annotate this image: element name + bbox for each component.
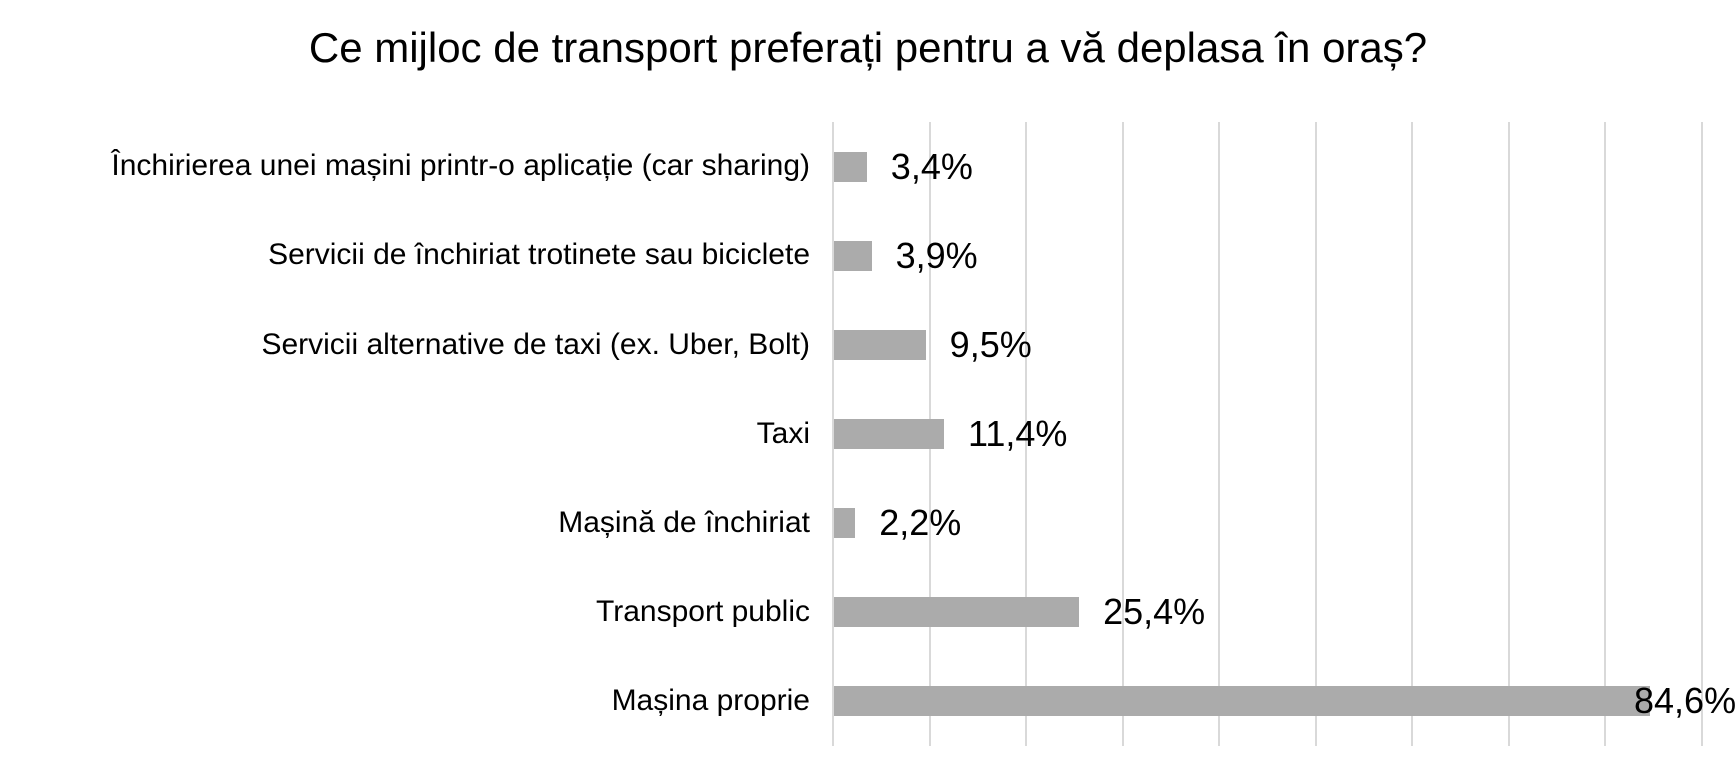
gridline [1604,122,1606,746]
category-label: Mașină de închiriat [558,505,810,539]
category-label: Transport public [596,595,810,629]
category-label: Taxi [756,416,810,450]
category-label: Servicii de închiriat trotinete sau bici… [268,238,810,272]
chart-row: Servicii de închiriat trotinete sau bici… [0,211,1736,300]
category-label: Servicii alternative de taxi (ex. Uber, … [261,327,810,361]
gridline [832,122,834,746]
value-label: 3,4% [890,145,973,187]
value-label: 3,9% [895,234,978,276]
plot-cell: 9,5% [832,300,1736,389]
gridline [1121,122,1124,746]
value-label: 84,6% [1634,680,1736,722]
plot-cell: 3,9% [832,211,1736,300]
bar [834,508,856,539]
chart-row: Închirierea unei mașini printr-o aplicaț… [0,122,1736,211]
chart-row: Taxi 11,4% [0,389,1736,478]
bar [834,329,926,360]
gridline [1411,122,1413,746]
gridline [1218,122,1220,746]
bar [834,686,1651,717]
bar [834,151,867,182]
plot-cell: 3,4% [832,122,1736,211]
plot-cell: 84,6% [832,657,1736,746]
plot-cell: 2,2% [832,479,1736,568]
plot-cell: 11,4% [832,389,1736,478]
category-label: Mașina proprie [611,684,810,718]
gridline [1507,122,1510,746]
bar [834,597,1080,628]
chart-area: Închirierea unei mașini printr-o aplicaț… [0,122,1736,746]
gridline [1314,122,1317,746]
gridline [1700,122,1703,746]
gridline [1025,122,1027,746]
chart-rows: Închirierea unei mașini printr-o aplicaț… [0,122,1736,746]
chart-row: Transport public 25,4% [0,568,1736,657]
value-label: 9,5% [949,323,1032,365]
chart-title: Ce mijloc de transport preferați pentru … [308,24,1428,71]
value-label: 11,4% [968,412,1068,454]
chart-row: Servicii alternative de taxi (ex. Uber, … [0,300,1736,389]
plot-cell: 25,4% [832,568,1736,657]
chart-row: Mașină de închiriat 2,2% [0,479,1736,568]
chart-row: Mașina proprie 84,6% [0,657,1736,746]
bar [834,418,944,449]
category-label: Închirierea unei mașini printr-o aplicaț… [111,149,810,183]
value-label: 2,2% [879,502,962,544]
bar [834,240,872,271]
value-label: 25,4% [1103,591,1206,633]
